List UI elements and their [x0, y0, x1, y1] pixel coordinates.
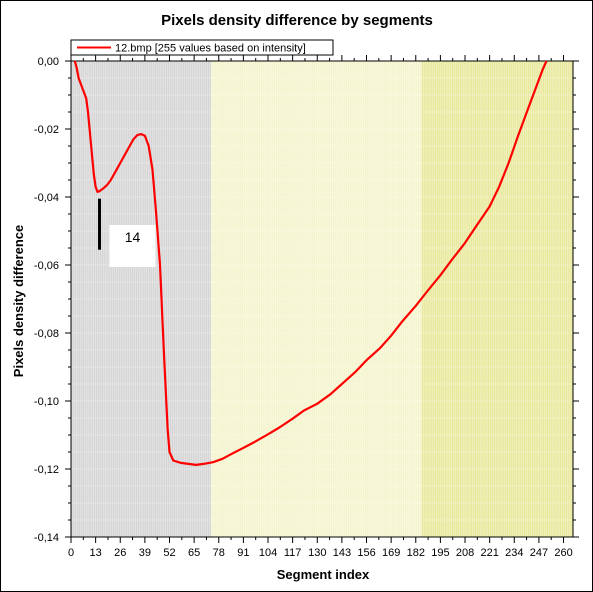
grid-lines [70, 60, 574, 537]
x-tick-label: 91 [237, 547, 249, 559]
legend: 12.bmp [255 values based on intensity] [70, 39, 334, 56]
marker-label-box [109, 225, 156, 267]
y-tick-label: -0,06 [34, 260, 59, 272]
x-tick-label: 234 [505, 547, 523, 559]
y-tick-label: -0,04 [34, 192, 59, 204]
x-tick-label: 26 [114, 547, 126, 559]
series-line-0 [73, 60, 548, 466]
series-layer [73, 60, 548, 466]
x-tick-label: 143 [333, 547, 351, 559]
marker-layer: 14 [98, 198, 156, 267]
x-tick-label: 195 [431, 547, 449, 559]
y-tick-label: -0,02 [34, 124, 59, 136]
x-tick-label: 182 [407, 547, 425, 559]
y-tick-label: 0,00 [38, 56, 59, 68]
x-tick-label: 0 [68, 547, 74, 559]
y-tick-label: -0,14 [34, 532, 59, 544]
x-tick-label: 130 [308, 547, 326, 559]
x-tick-label: 247 [530, 547, 548, 559]
x-tick-label: 117 [284, 547, 302, 559]
legend-box [70, 39, 334, 56]
chart-title: Pixels density difference by segments [161, 12, 433, 29]
x-tick-label: 78 [213, 547, 225, 559]
x-tick-label: 221 [480, 547, 498, 559]
y-axis-ticks: 0,00 -0,02 -0,04 -0,06 -0,08 -0,10 -0,12 -0,14 [34, 56, 579, 544]
x-tick-label: 169 [382, 547, 400, 559]
x-tick-label: 156 [357, 547, 375, 559]
x-axis-label: Segment index [277, 567, 370, 582]
x-tick-label: 260 [554, 547, 572, 559]
x-tick-label: 52 [163, 547, 175, 559]
x-tick-label: 13 [90, 547, 102, 559]
x-tick-label: 208 [456, 547, 474, 559]
x-axis-ticks: 0 13 26 39 52 65 78 91 104 117 130 143 156 169 182 195 2… [68, 55, 573, 559]
x-tick-label: 39 [139, 547, 151, 559]
y-tick-label: -0,12 [34, 464, 59, 476]
y-axis-label: Pixels density difference [11, 225, 26, 377]
x-tick-label: 104 [259, 547, 277, 559]
x-tick-label: 65 [188, 547, 200, 559]
marker-label: 14 [125, 229, 141, 245]
y-tick-label: -0,08 [34, 328, 59, 340]
y-tick-label: -0,10 [34, 396, 59, 408]
legend-entry-label: 12.bmp [255 values based on intensity] [115, 43, 306, 55]
